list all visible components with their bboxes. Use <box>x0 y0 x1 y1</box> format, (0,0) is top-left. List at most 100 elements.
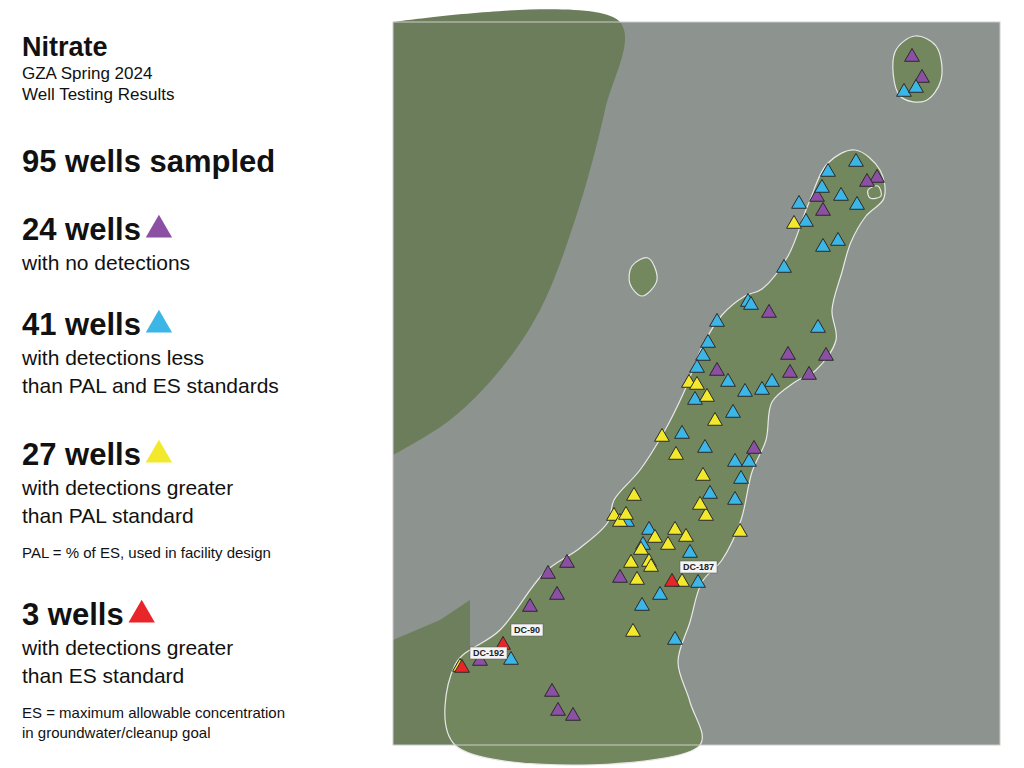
well-marker <box>691 574 706 587</box>
well-marker <box>762 304 777 317</box>
well-marker <box>816 238 831 251</box>
well-marker <box>560 554 575 567</box>
legend-note: ES = maximum allowable concentration <box>22 704 285 721</box>
legend-marker <box>129 600 155 623</box>
well-labels: DC-187 DC-90 DC-192 <box>470 561 717 659</box>
well-marker <box>700 388 715 401</box>
well-marker <box>802 366 817 379</box>
well-marker <box>860 173 875 186</box>
well-marker <box>541 565 556 578</box>
summary: 95 wells sampled <box>22 144 275 179</box>
well-label: DC-192 <box>470 647 507 659</box>
well-marker <box>696 347 711 360</box>
well-label-box <box>511 624 543 636</box>
legend-description: with no detections <box>21 251 190 274</box>
well-marker <box>909 79 924 92</box>
well-marker <box>566 707 581 720</box>
legend-marker <box>146 310 172 333</box>
well-marker <box>701 334 716 347</box>
well-label-text: DC-187 <box>683 562 714 572</box>
well-marker <box>897 83 912 96</box>
legend-panel: Nitrate GZA Spring 2024 Well Testing Resul… <box>21 32 285 741</box>
well-marker <box>634 541 649 554</box>
well-marker <box>624 554 639 567</box>
well-marker <box>787 215 802 228</box>
well-marker <box>545 683 560 696</box>
well-marker <box>688 391 703 404</box>
well-marker <box>728 453 743 466</box>
legend-description: with detections greater <box>21 636 233 659</box>
well-marker <box>630 571 645 584</box>
well-marker <box>648 529 663 542</box>
well-label-text: DC-90 <box>514 625 540 635</box>
well-marker <box>792 195 807 208</box>
well-label-box <box>470 647 507 659</box>
subtitle: GZA Spring 2024 <box>22 64 152 83</box>
well-marker <box>661 536 676 549</box>
well-marker <box>765 373 780 386</box>
canvas: DC-187 DC-90 DC-192 Nitrate GZA Spring 2024 W… <box>0 0 1024 768</box>
well-marker <box>815 179 830 192</box>
well-marker <box>627 487 642 500</box>
wells <box>453 48 930 720</box>
well-marker <box>690 359 705 372</box>
legend-description: than PAL and ES standards <box>22 374 279 397</box>
well-marker <box>834 187 849 200</box>
well-marker <box>455 659 470 672</box>
legend-heading: 3 wells <box>22 597 124 632</box>
well-marker <box>551 702 566 715</box>
well-marker <box>693 496 708 509</box>
well-marker <box>668 521 683 534</box>
well-marker <box>613 569 628 582</box>
well-marker <box>653 586 668 599</box>
well-marker <box>669 446 684 459</box>
well-marker <box>850 196 865 209</box>
well-marker <box>696 467 711 480</box>
series-1 <box>504 79 924 664</box>
well-marker <box>698 439 713 452</box>
island <box>629 258 657 296</box>
well-marker <box>733 523 748 536</box>
well-marker <box>619 506 634 519</box>
well-label: DC-90 <box>511 624 543 636</box>
island <box>893 36 942 102</box>
well-marker <box>703 485 718 498</box>
well-marker <box>747 440 762 453</box>
well-marker <box>626 623 641 636</box>
series-2 <box>453 215 802 671</box>
well-marker <box>710 313 725 326</box>
well-marker <box>831 232 846 245</box>
well-label: DC-187 <box>680 561 717 573</box>
title: Nitrate <box>22 32 108 62</box>
well-marker <box>665 573 680 586</box>
well-marker <box>755 381 770 394</box>
well-marker <box>679 528 694 541</box>
well-marker <box>799 213 814 226</box>
well-marker <box>655 428 670 441</box>
well-marker <box>819 347 834 360</box>
well-marker <box>708 412 723 425</box>
mainland <box>393 9 625 455</box>
well-label-text: DC-192 <box>473 648 504 658</box>
well-marker <box>849 153 864 166</box>
well-marker <box>744 296 759 309</box>
well-marker <box>781 346 796 359</box>
series-3 <box>455 573 680 672</box>
well-marker <box>742 453 757 466</box>
well-marker <box>635 597 650 610</box>
well-marker <box>668 631 683 644</box>
legend-description: than PAL standard <box>22 504 194 527</box>
legend-heading: 41 wells <box>22 307 141 342</box>
well-marker <box>550 586 565 599</box>
well-marker <box>726 404 741 417</box>
well-marker <box>675 425 690 438</box>
legend-description: with detections less <box>21 346 204 369</box>
well-marker <box>738 383 753 396</box>
series-0 <box>473 48 930 720</box>
well-label-box <box>680 561 717 573</box>
legend-heading: 24 wells <box>22 212 141 247</box>
legend-marker <box>146 440 172 463</box>
subtitle: Well Testing Results <box>22 85 174 104</box>
island <box>868 186 882 199</box>
map <box>393 9 1000 765</box>
